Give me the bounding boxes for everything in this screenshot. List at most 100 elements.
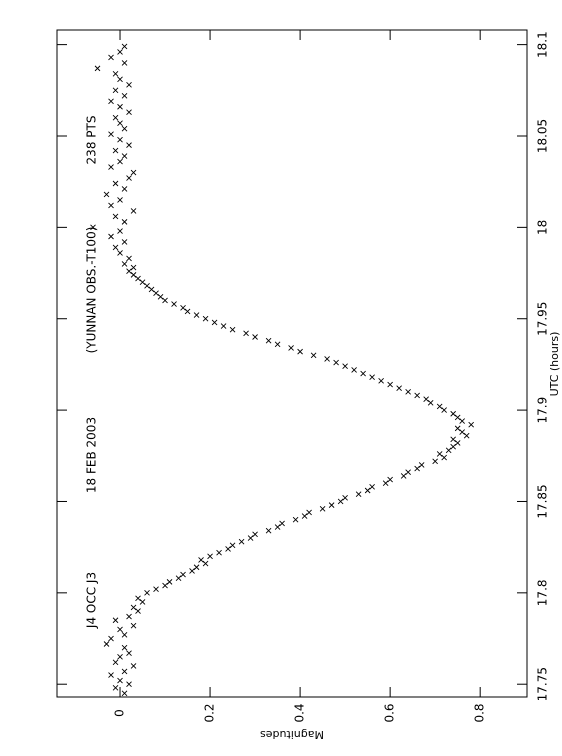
data-point [369,374,375,381]
data-point [117,653,123,660]
data-point [121,186,128,192]
data-point [292,516,299,523]
plot-frame [56,29,528,698]
data-point [126,255,132,262]
data-point [130,272,137,278]
data-point [418,462,425,468]
data-point [274,341,281,348]
data-point [342,363,348,370]
data-point [202,560,209,567]
data-point [117,136,123,143]
data-point [454,440,461,446]
data-point [130,604,137,611]
data-point [387,381,393,388]
data-point [108,672,114,678]
data-point [130,264,137,271]
data-point [423,396,429,402]
data-point [175,575,182,582]
data-point [135,595,141,602]
data-point [112,617,119,624]
data-point [121,43,128,50]
data-point [360,370,366,377]
data-point [337,498,344,505]
data-point [130,622,137,629]
data-point [126,681,132,688]
data-point [180,571,186,578]
data-point [108,202,114,209]
data-point [324,356,330,362]
y-tick-label: 0.6 [383,703,397,722]
data-point [441,454,447,461]
data-point [364,487,371,494]
data-point [445,447,452,454]
data-point [121,239,128,245]
data-point [108,164,114,170]
data-point [414,392,420,399]
data-point [342,494,348,501]
data-point [112,147,119,154]
data-point [432,458,438,465]
data-point [328,502,335,508]
data-point [108,233,114,240]
data-point [180,304,186,311]
data-point [229,542,236,549]
data-point [126,650,132,656]
data-point [112,180,119,187]
data-point [427,399,434,406]
data-point [202,315,209,322]
data-point [441,407,447,413]
data-point [112,659,119,666]
data-point [153,290,159,296]
data-point [454,425,461,432]
data-point [157,293,164,300]
title-part: 238 PTS [85,116,99,165]
data-point [117,626,123,633]
data-point [225,546,231,552]
data-point [126,109,132,116]
data-point [211,319,218,326]
title-part: J4 OCC J3 [85,572,99,629]
data-point [220,323,227,329]
data-point [112,87,119,94]
y-tick-label: 0.4 [293,703,307,722]
data-point [117,197,123,203]
x-tick-label: 17.75 [536,667,550,701]
x-tick-label: 18.05 [536,119,550,153]
data-point [189,568,195,574]
data-point [117,677,123,684]
data-point [121,153,128,159]
data-point [108,98,114,105]
data-point [238,538,245,545]
data-point [112,213,119,220]
data-point [108,131,114,137]
rotated-plot: J4 OCC J3 18 FEB 2003 (YUNNAN OBS.-T100)… [56,29,561,741]
data-point [121,690,128,697]
data-point [117,76,123,83]
data-point [306,509,312,516]
data-point [121,219,128,225]
data-point [414,465,420,472]
data-point [139,599,146,605]
data-point [184,308,191,315]
data-point [450,436,456,443]
data-point [117,228,123,234]
data-point [297,348,303,355]
data-point [247,535,254,541]
data-point [108,635,114,642]
data-point [274,524,281,530]
data-point [468,421,474,428]
data-point [405,469,411,476]
data-point [252,334,258,340]
x-tick-label: 17.85 [536,484,550,518]
title-part: (YUNNAN OBS.-T100) [85,227,99,354]
data-point [135,275,141,282]
data-point [117,49,123,55]
data-point [144,590,150,596]
data-point [90,224,96,231]
data-point [193,564,200,571]
data-point [436,451,443,457]
data-point [351,367,357,373]
data-point [387,476,393,483]
y-axis-label: Magnitudes [260,728,324,741]
